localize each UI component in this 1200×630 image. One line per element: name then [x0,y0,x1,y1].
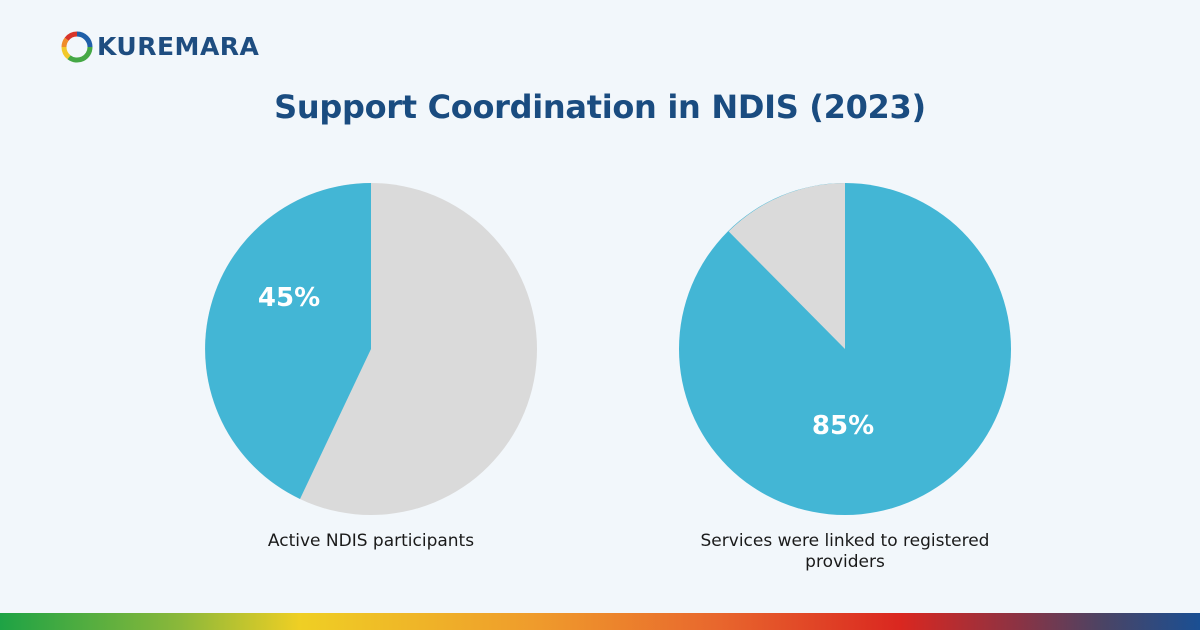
brand-logo: KUREMARA [61,31,259,63]
pie-value-label: 85% [811,411,875,441]
pie-caption-registered-providers: Services were linked to registered provi… [700,531,990,572]
pie-caption-active-participants: Active NDIS participants [267,531,475,551]
page-title: Support Coordination in NDIS (2023) [274,88,926,126]
pie-slice-active [205,183,371,499]
brand-name: KUREMARA [97,32,260,61]
swirl-ring-logo-icon [61,31,93,63]
pie-chart-registered-providers: 85% [679,183,1011,515]
pie-value-label: 45% [257,283,321,313]
pie-graphic [205,183,537,515]
pie-slice-other [728,183,845,349]
pie-chart-active-participants: 45% [205,183,537,515]
rainbow-footer-bar [0,613,1200,630]
pie-graphic [679,183,1011,515]
